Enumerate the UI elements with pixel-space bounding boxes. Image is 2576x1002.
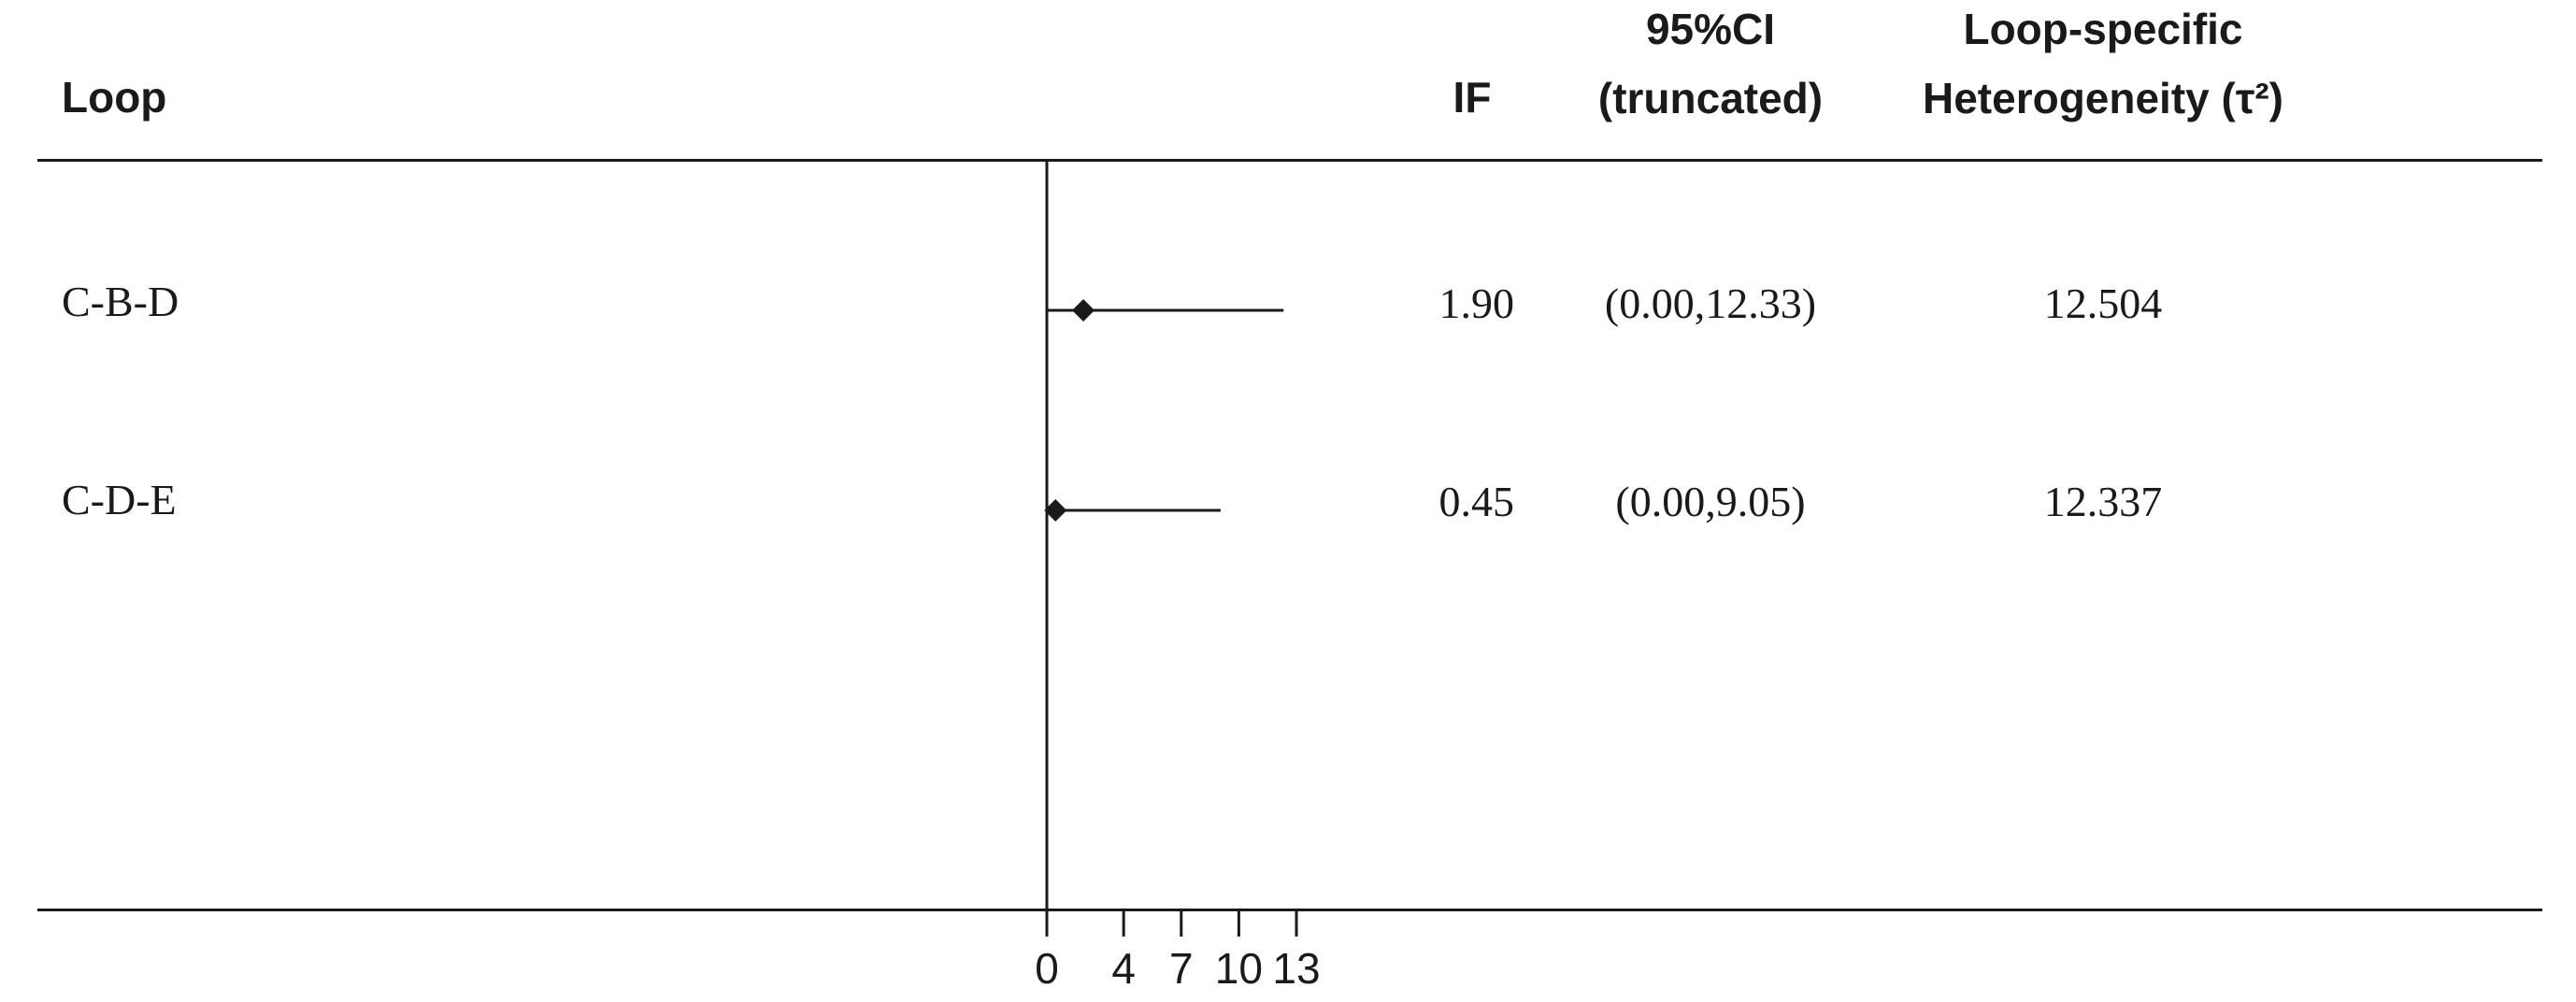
- row-1-tau2: 12.504: [2043, 279, 2163, 327]
- top-rule: [37, 159, 2542, 162]
- header-het-line1: Loop-specific: [1963, 5, 2243, 53]
- header-ci-line1: 95%CI: [1645, 5, 1776, 53]
- header-loop: Loop: [62, 73, 167, 122]
- x-tick-label-10: 10: [1215, 944, 1263, 993]
- header-ci: 95%CI (truncated): [1552, 0, 1869, 133]
- row-2-ci: (0.00,9.05): [1615, 478, 1806, 525]
- row-1-if: 1.90: [1438, 279, 1515, 327]
- x-tick-label-13: 13: [1272, 944, 1320, 993]
- x-tick-label-4: 4: [1111, 944, 1136, 993]
- point-estimate-1: [1072, 299, 1095, 322]
- header-ci-line2: (truncated): [1597, 74, 1824, 122]
- row-2-loop: C-D-E: [62, 476, 177, 523]
- header-het-line2: Heterogeneity (τ²): [1922, 74, 2283, 122]
- point-estimate-2: [1044, 499, 1067, 522]
- bottom-rule: [37, 909, 2542, 911]
- x-tick-label-0: 0: [1035, 944, 1059, 993]
- header-if: IF: [1453, 73, 1492, 122]
- header-heterogeneity: Loop-specific Heterogeneity (τ²): [1869, 0, 2337, 133]
- row-1-loop: C-B-D: [62, 278, 179, 325]
- row-1-ci: (0.00,12.33): [1604, 279, 1817, 327]
- row-2-tau2: 12.337: [2043, 478, 2163, 525]
- x-tick-label-7: 7: [1169, 944, 1194, 993]
- row-2-if: 0.45: [1438, 478, 1515, 525]
